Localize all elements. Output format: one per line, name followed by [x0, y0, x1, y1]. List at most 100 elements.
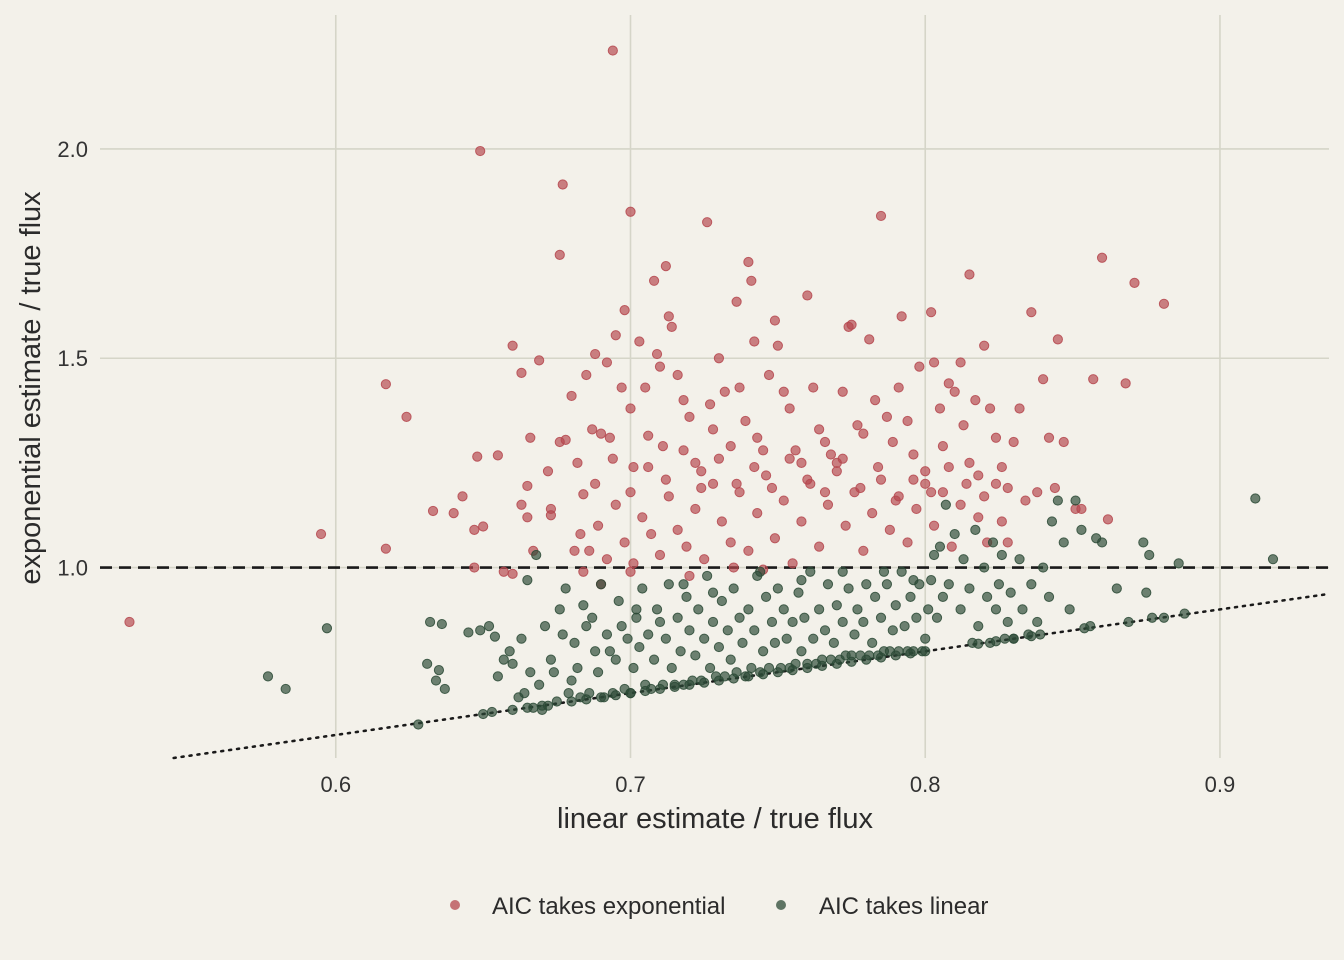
point-exponential: [681, 541, 692, 552]
point-linear: [1144, 549, 1155, 561]
point-exponential: [814, 424, 825, 435]
point-linear: [937, 591, 949, 602]
point-exponential: [961, 478, 972, 489]
point-exponential: [707, 424, 719, 435]
point-linear: [867, 637, 878, 648]
point-exponential: [625, 206, 636, 217]
point-exponential: [545, 510, 557, 521]
point-linear: [560, 583, 571, 594]
point-exponential: [1158, 298, 1170, 309]
point-exponential: [928, 520, 940, 531]
point-linear: [746, 662, 757, 674]
point-linear: [755, 566, 766, 577]
point-exponential: [920, 478, 931, 489]
point-exponential: [592, 520, 604, 531]
point-linear: [843, 583, 854, 594]
point-exponential: [822, 499, 834, 510]
point-linear: [1267, 554, 1279, 565]
point-linear: [660, 633, 671, 644]
point-linear: [693, 604, 704, 615]
point-exponential: [587, 424, 598, 435]
point-linear: [769, 637, 781, 648]
point-exponential: [607, 453, 618, 464]
point-exponential: [457, 491, 468, 502]
point-linear: [987, 537, 999, 548]
point-linear: [516, 633, 527, 644]
point-exponential: [619, 537, 630, 548]
point-linear: [616, 621, 627, 632]
point-exponential: [646, 528, 657, 540]
point-exponential: [808, 382, 819, 393]
point-exponential: [595, 428, 607, 439]
point-exponential: [881, 411, 893, 422]
point-exponential: [908, 449, 919, 460]
point-exponential: [640, 382, 651, 393]
point-linear: [973, 621, 984, 632]
point-linear: [684, 625, 695, 636]
point-linear: [890, 650, 901, 661]
point-linear: [663, 579, 674, 590]
point-linear: [905, 591, 916, 602]
point-linear: [905, 648, 916, 659]
point-linear: [1043, 591, 1055, 602]
point-linear: [982, 591, 993, 602]
point-exponential: [1026, 307, 1037, 318]
point-exponential: [684, 411, 695, 422]
point-exponential: [934, 403, 946, 414]
x-tick-label: 0.9: [1205, 772, 1236, 797]
point-linear: [1123, 616, 1134, 628]
point-linear: [713, 641, 725, 653]
point-linear: [973, 638, 984, 649]
point-linear: [758, 669, 769, 680]
point-exponential: [1032, 487, 1043, 498]
point-exponential: [696, 466, 707, 477]
point-linear: [931, 612, 943, 623]
point-exponential: [946, 541, 957, 552]
point-linear: [498, 654, 509, 665]
point-linear: [678, 579, 689, 590]
point-exponential: [1076, 503, 1087, 515]
point-linear: [637, 583, 648, 594]
point-exponential: [660, 261, 671, 272]
point-linear: [899, 621, 910, 632]
point-linear: [666, 662, 677, 674]
point-linear: [896, 566, 907, 577]
point-exponential: [855, 482, 866, 494]
point-linear: [849, 629, 860, 640]
point-linear: [557, 629, 568, 640]
point-exponential: [690, 503, 701, 515]
point-linear: [808, 633, 819, 644]
point-exponential: [1020, 495, 1031, 506]
point-linear: [1138, 537, 1149, 548]
point-exponential: [766, 482, 778, 494]
point-linear: [566, 675, 577, 686]
point-exponential: [678, 445, 689, 456]
point-linear: [766, 616, 778, 628]
point-linear: [990, 636, 1002, 647]
point-exponential: [566, 390, 577, 402]
point-linear: [587, 612, 598, 623]
point-exponential: [725, 441, 736, 452]
point-linear: [504, 646, 515, 657]
point-linear: [433, 664, 445, 676]
point-exponential: [996, 461, 1007, 473]
point-exponential: [893, 382, 904, 393]
point-linear: [793, 587, 804, 598]
point-linear: [675, 646, 686, 657]
point-linear: [684, 679, 695, 690]
point-exponential: [610, 499, 621, 510]
point-exponential: [604, 432, 615, 443]
point-exponential: [943, 461, 954, 473]
point-exponential: [581, 369, 592, 381]
point-exponential: [973, 470, 984, 481]
point-exponential: [672, 369, 683, 381]
point-linear: [870, 591, 881, 602]
point-exponential: [852, 420, 863, 431]
point-exponential: [702, 217, 713, 228]
point-exponential: [572, 457, 583, 468]
point-linear: [920, 633, 931, 644]
point-linear: [758, 646, 769, 657]
point-linear: [846, 656, 857, 667]
point-exponential: [578, 566, 589, 577]
